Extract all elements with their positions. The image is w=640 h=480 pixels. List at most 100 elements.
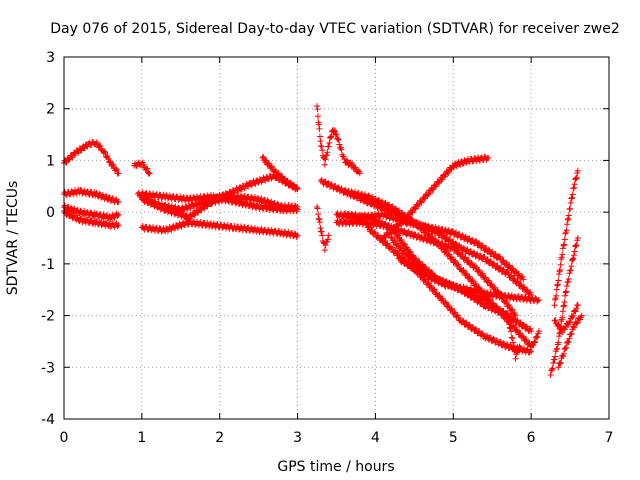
data-point	[472, 237, 479, 244]
data-point	[558, 254, 565, 261]
data-point	[481, 295, 488, 302]
data-point	[264, 197, 271, 204]
data-point	[572, 242, 579, 249]
data-point	[336, 141, 343, 148]
data-points	[61, 103, 585, 379]
data-point	[349, 160, 356, 167]
data-point	[467, 248, 474, 255]
data-point	[65, 203, 72, 210]
data-point	[350, 192, 357, 199]
y-axis-label: SDTVAR / TECUs	[5, 181, 21, 296]
data-point	[560, 303, 567, 310]
series-track-21	[380, 153, 492, 241]
data-point	[324, 149, 331, 156]
data-point	[216, 198, 223, 205]
data-point	[473, 264, 480, 271]
data-point	[446, 251, 453, 258]
data-point	[512, 355, 519, 362]
data-point	[509, 339, 516, 346]
series-track-16	[341, 186, 535, 350]
data-point	[497, 253, 503, 260]
data-point	[204, 203, 211, 210]
data-point	[382, 234, 389, 241]
data-point	[184, 206, 191, 213]
data-point	[84, 188, 91, 195]
data-point	[294, 203, 301, 210]
data-point	[93, 139, 100, 146]
data-point	[114, 199, 121, 206]
data-point	[559, 329, 566, 336]
data-point	[398, 253, 405, 260]
data-point	[382, 210, 389, 217]
y-tick-label: 1	[46, 153, 55, 169]
data-point	[561, 346, 568, 353]
data-point	[564, 216, 571, 223]
series-track-20	[364, 223, 535, 356]
data-point	[418, 199, 425, 206]
data-point	[384, 211, 391, 218]
data-point	[469, 277, 476, 284]
data-point	[567, 319, 574, 326]
data-point	[505, 314, 512, 321]
data-point	[567, 267, 574, 274]
data-point	[557, 261, 564, 268]
data-point	[115, 211, 122, 218]
data-point	[573, 305, 580, 312]
data-point	[563, 283, 570, 290]
data-point	[293, 184, 300, 191]
data-point	[509, 265, 516, 272]
data-point	[112, 165, 119, 172]
data-point	[551, 356, 558, 363]
data-point	[106, 158, 113, 165]
data-point	[327, 134, 334, 141]
data-point	[79, 211, 86, 218]
data-point	[356, 211, 363, 218]
data-point	[520, 321, 527, 328]
data-point	[528, 348, 535, 355]
data-point	[214, 220, 221, 227]
data-point	[341, 156, 348, 163]
data-point	[548, 366, 555, 373]
data-point	[315, 215, 322, 222]
data-point	[375, 232, 382, 239]
data-point	[554, 281, 561, 288]
data-point	[458, 243, 465, 250]
data-point	[275, 169, 282, 176]
data-point	[481, 153, 488, 160]
data-point	[392, 205, 399, 212]
data-point	[531, 338, 538, 345]
data-point	[314, 203, 321, 210]
data-point	[172, 203, 179, 210]
data-point	[567, 205, 574, 212]
data-point	[237, 186, 244, 193]
data-point	[332, 182, 339, 189]
data-point	[574, 235, 581, 241]
data-point	[563, 288, 570, 295]
data-point	[528, 328, 535, 335]
data-point	[559, 308, 566, 315]
data-point	[552, 353, 559, 360]
x-tick-label: 2	[215, 430, 224, 446]
x-tick-label: 0	[60, 430, 69, 446]
data-point	[556, 360, 563, 367]
data-point	[319, 147, 326, 154]
data-point	[547, 372, 554, 379]
data-point	[421, 266, 428, 273]
data-point	[561, 299, 568, 306]
data-point	[365, 223, 372, 230]
data-point	[573, 174, 580, 181]
data-point	[470, 324, 477, 331]
data-point	[515, 346, 522, 353]
data-point	[519, 273, 526, 280]
data-point	[322, 156, 329, 163]
data-point	[84, 216, 91, 223]
series-track-1	[61, 138, 122, 177]
data-point	[395, 232, 402, 239]
data-point	[503, 259, 510, 266]
data-point	[411, 206, 418, 213]
data-point	[439, 295, 446, 302]
data-point	[436, 291, 443, 298]
data-point	[392, 247, 399, 254]
data-point	[553, 286, 560, 293]
data-point	[554, 321, 561, 328]
